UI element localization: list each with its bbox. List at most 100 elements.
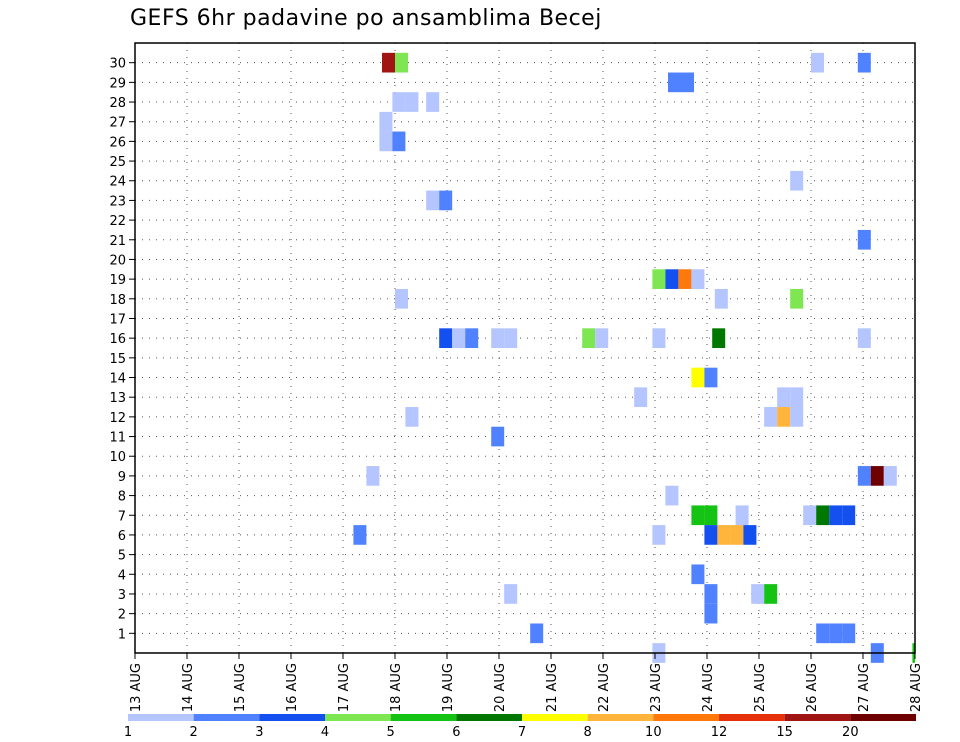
x-tick-label: 15 AUG bbox=[233, 663, 248, 712]
y-tick-label: 4 bbox=[118, 568, 126, 583]
heatmap-cell bbox=[691, 505, 705, 526]
x-tick-label: 27 AUG bbox=[857, 663, 872, 712]
heatmap-cell bbox=[790, 387, 804, 408]
y-tick-label: 20 bbox=[109, 253, 126, 268]
legend-label: 2 bbox=[190, 725, 198, 740]
y-axis: 1234567891011121314151617181920212223242… bbox=[109, 57, 135, 642]
legend-swatch bbox=[128, 714, 194, 721]
x-axis: 13 AUG 14 AUG 15 AUG 16 AUG 17 AUG 18 AUG 19 A… bbox=[129, 653, 924, 712]
heatmap-cell bbox=[652, 525, 666, 545]
y-tick-label: 19 bbox=[109, 273, 126, 288]
heatmap-cell bbox=[665, 485, 679, 506]
heatmap-cell bbox=[595, 328, 609, 348]
heatmap-cell bbox=[714, 288, 728, 309]
heatmap-cell bbox=[530, 623, 544, 644]
heatmap-cell bbox=[379, 131, 393, 152]
heatmap-cell bbox=[465, 328, 479, 348]
heatmap-cell bbox=[691, 564, 705, 585]
y-tick-label: 30 bbox=[109, 57, 126, 72]
heatmap-cell bbox=[439, 190, 453, 211]
legend-swatch bbox=[390, 714, 457, 721]
y-tick-label: 24 bbox=[109, 175, 126, 190]
legend-label: 1 bbox=[124, 725, 132, 740]
legend-swatch bbox=[259, 714, 325, 721]
y-tick-label: 6 bbox=[118, 529, 126, 544]
heatmap-cell bbox=[777, 387, 791, 408]
heatmap-cell bbox=[790, 170, 804, 191]
heatmap-cell bbox=[857, 229, 871, 250]
legend-label: 10 bbox=[645, 725, 662, 740]
y-tick-label: 16 bbox=[109, 332, 126, 347]
heatmap-cell bbox=[491, 328, 505, 348]
heatmap-cell bbox=[704, 525, 718, 545]
heatmap-cell bbox=[857, 52, 871, 73]
x-tick-label: 17 AUG bbox=[337, 663, 352, 712]
heatmap-cell bbox=[426, 190, 440, 211]
legend-label: 8 bbox=[584, 725, 592, 740]
y-tick-label: 8 bbox=[118, 490, 126, 505]
legend-swatch bbox=[653, 714, 719, 721]
heatmap-cell bbox=[743, 525, 757, 545]
heatmap-cell bbox=[712, 328, 726, 348]
y-tick-label: 18 bbox=[109, 293, 126, 308]
heatmap-cell bbox=[379, 111, 393, 132]
legend-swatch bbox=[719, 714, 785, 721]
y-tick-label: 13 bbox=[109, 391, 126, 406]
heatmap-cell bbox=[395, 52, 408, 73]
chart-title: GEFS 6hr padavine po ansamblima Becej bbox=[130, 6, 602, 31]
legend-label: 20 bbox=[842, 725, 859, 740]
heatmap-cell bbox=[803, 505, 817, 526]
heatmap-cell bbox=[439, 328, 453, 348]
heatmap-cell bbox=[353, 525, 367, 545]
heatmap-cell bbox=[366, 466, 380, 486]
heatmap-cell bbox=[652, 328, 666, 348]
y-tick-label: 25 bbox=[109, 155, 126, 170]
legend-swatch bbox=[193, 714, 260, 721]
legend-label: 4 bbox=[321, 725, 329, 740]
legend-swatch bbox=[850, 714, 916, 721]
y-tick-label: 14 bbox=[109, 372, 126, 387]
x-tick-label: 24 AUG bbox=[701, 663, 716, 712]
x-tick-label: 22 AUG bbox=[597, 663, 612, 712]
heatmap-cell bbox=[634, 387, 648, 408]
x-tick-label: 13 AUG bbox=[129, 663, 144, 712]
heatmap-cell bbox=[405, 92, 419, 112]
y-tick-label: 1 bbox=[118, 627, 126, 642]
heatmap-cell bbox=[491, 426, 505, 447]
heatmap-cell bbox=[870, 466, 884, 486]
heatmap-cell bbox=[857, 466, 871, 486]
heatmap-cell bbox=[751, 584, 765, 604]
y-tick-label: 23 bbox=[109, 194, 126, 209]
heatmap-cell bbox=[842, 505, 856, 526]
heatmap-cell bbox=[735, 505, 749, 526]
y-tick-label: 12 bbox=[109, 411, 126, 426]
heatmap-cell bbox=[883, 466, 897, 486]
heatmap-cell bbox=[405, 407, 419, 427]
heatmap-cell bbox=[764, 407, 778, 427]
y-tick-label: 10 bbox=[109, 450, 126, 465]
heatmap-cell bbox=[452, 328, 466, 348]
legend-label: 12 bbox=[711, 725, 728, 740]
legend-swatch bbox=[325, 714, 391, 721]
heatmap-cell bbox=[678, 269, 692, 289]
heatmap-cell bbox=[704, 505, 718, 526]
heatmap-cell bbox=[704, 367, 718, 388]
heatmap-cell bbox=[730, 525, 744, 545]
heatmap-cell bbox=[842, 623, 856, 644]
x-tick-label: 19 AUG bbox=[441, 663, 456, 712]
legend-label: 6 bbox=[452, 725, 460, 740]
y-tick-label: 17 bbox=[109, 312, 126, 327]
heatmap-cell bbox=[395, 288, 408, 309]
y-tick-label: 21 bbox=[109, 234, 126, 249]
heatmap-cell bbox=[652, 269, 666, 289]
heatmap-cell bbox=[691, 367, 705, 388]
heatmap-cell bbox=[392, 92, 406, 112]
heatmap-cell bbox=[829, 505, 843, 526]
heatmap-cell bbox=[665, 269, 679, 289]
heatmap-cell bbox=[816, 505, 830, 526]
legend-swatch bbox=[456, 714, 522, 721]
legend-label: 7 bbox=[518, 725, 526, 740]
heatmap-cell bbox=[790, 288, 804, 309]
plot-frame bbox=[134, 42, 916, 654]
